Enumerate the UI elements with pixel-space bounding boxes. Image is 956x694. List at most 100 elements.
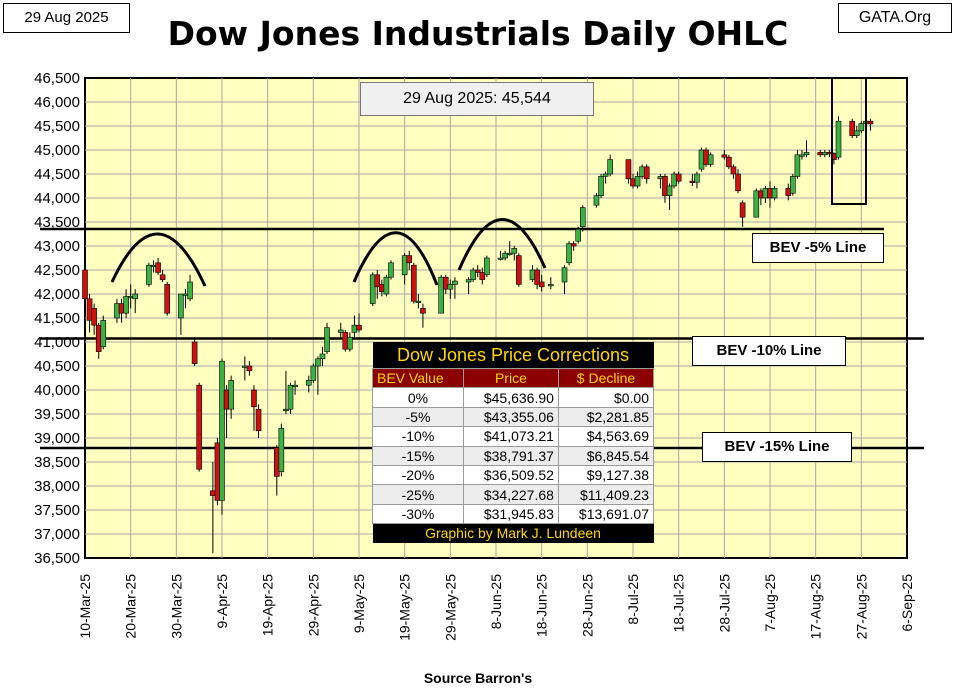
y-tick-label: 44,000	[34, 190, 80, 207]
ohlc-candle	[287, 382, 294, 414]
ohlc-candle	[547, 277, 554, 290]
ohlc-candle	[566, 241, 572, 266]
ohlc-candle	[388, 260, 394, 280]
ohlc-candle	[634, 171, 641, 189]
y-tick-label: 42,000	[34, 286, 80, 303]
ohlc-candle	[146, 262, 152, 287]
ohlc-candle	[410, 262, 417, 304]
pattern-arc	[110, 232, 207, 287]
cell-price: $31,945.83	[462, 503, 559, 525]
corrections-table: Dow Jones Price Corrections BEV Value Pr…	[372, 342, 655, 543]
x-tick-label: 9-Apr-25	[214, 574, 230, 629]
cell-price: $34,227.68	[462, 484, 559, 505]
bev-15-label: BEV -15% Line	[702, 432, 852, 462]
y-tick-label: 44,500	[34, 166, 80, 183]
ohlc-candle	[214, 438, 221, 506]
x-tick-label: 9-May-25	[351, 574, 367, 633]
cell-price: $45,636.90	[462, 387, 559, 408]
cell-decline: $9,127.38	[557, 464, 655, 486]
ohlc-candle	[497, 250, 504, 261]
ohlc-candle	[516, 253, 522, 287]
x-tick-label: 18-Jul-25	[671, 574, 687, 633]
ohlc-candle	[502, 250, 508, 261]
y-tick-label: 41,500	[34, 310, 80, 327]
x-tick-label: 19-May-25	[397, 574, 413, 641]
ohlc-candle	[803, 140, 810, 158]
y-tick-label: 43,000	[34, 238, 80, 255]
ohlc-candle	[465, 277, 472, 294]
ohlc-candle	[452, 277, 458, 299]
y-tick-label: 46,000	[34, 94, 80, 111]
ohlc-candle	[598, 174, 604, 198]
bev-10-label: BEV -10% Line	[692, 336, 846, 366]
x-tick-label: 27-Aug-25	[853, 574, 869, 640]
cell-bev: -10%	[372, 426, 464, 447]
brand-label: GATA.Org	[838, 3, 952, 33]
ohlc-candle	[790, 174, 796, 196]
x-tick-label: 8-Jun-25	[488, 574, 504, 629]
ohlc-candle	[191, 339, 198, 366]
ohlc-candle	[479, 267, 486, 285]
ohlc-candle	[278, 423, 285, 477]
ohlc-candle	[347, 332, 353, 352]
ohlc-candle	[561, 265, 568, 294]
ohlc-candle	[707, 152, 714, 167]
ohlc-candle	[155, 258, 161, 275]
cell-decline: $2,281.85	[557, 406, 655, 428]
x-tick-label: 30-Mar-25	[168, 574, 184, 639]
ohlc-candle	[593, 193, 600, 208]
cell-decline: $4,563.69	[557, 426, 655, 447]
ohlc-candle	[511, 246, 518, 261]
y-tick-label: 39,000	[34, 430, 80, 447]
ohlc-candle	[739, 200, 746, 227]
ohlc-candle	[228, 375, 234, 419]
cell-price: $43,355.06	[462, 406, 559, 428]
y-tick-label: 38,500	[34, 454, 80, 471]
ohlc-candle	[771, 186, 778, 201]
y-tick-label: 38,000	[34, 478, 80, 495]
ohlc-candle	[867, 118, 874, 131]
table-row: -15% $38,791.37 $6,845.54	[372, 445, 655, 466]
ohlc-candle	[123, 289, 129, 318]
ohlc-candle	[406, 250, 413, 270]
ohlc-candle	[374, 270, 381, 299]
ohlc-candle	[255, 404, 262, 438]
ohlc-candle	[305, 375, 312, 393]
x-tick-label: 28-Jun-25	[579, 574, 595, 637]
ohlc-candle	[310, 363, 317, 383]
cell-decline: $13,691.07	[557, 503, 655, 525]
y-tick-label: 43,500	[34, 214, 80, 231]
ohlc-candle	[639, 164, 645, 179]
ohlc-candle	[251, 385, 257, 431]
ohlc-candle	[858, 121, 865, 134]
cell-bev: -25%	[372, 484, 464, 505]
source-label: Source Barron's	[423, 670, 533, 686]
ohlc-candle	[534, 267, 540, 290]
ohlc-candle	[470, 267, 476, 282]
cell-decline: $0.00	[557, 387, 655, 408]
y-tick-label: 46,500	[34, 70, 80, 87]
x-tick-label: 17-Aug-25	[808, 574, 824, 640]
x-axis-ticks: 10-Mar-25 20-Mar-25 30-Mar-25 9-Apr-25 19-Ap…	[77, 574, 915, 641]
ohlc-candle	[159, 270, 166, 282]
last-close-label: 29 Aug 2025: 45,544	[360, 82, 594, 116]
cell-bev: -30%	[372, 503, 464, 525]
x-tick-label: 18-Jun-25	[534, 574, 550, 637]
ohlc-candle	[703, 147, 709, 167]
ohlc-candle	[356, 313, 362, 333]
ohlc-candle	[91, 303, 97, 335]
ohlc-candle	[835, 116, 842, 160]
x-tick-label: 28-Jul-25	[716, 574, 732, 633]
ohlc-candle	[671, 171, 677, 189]
ohlc-candle	[337, 322, 344, 338]
x-tick-label: 6-Sep-25	[899, 574, 915, 632]
ohlc-candle	[730, 164, 737, 179]
x-tick-label: 29-May-25	[442, 574, 458, 641]
date-label: 29 Aug 2025	[3, 3, 130, 33]
x-tick-label: 19-Apr-25	[260, 574, 276, 636]
cell-decline: $11,409.23	[557, 484, 655, 505]
ohlc-candle	[666, 183, 673, 210]
cell-price: $41,073.21	[462, 426, 559, 447]
ohlc-candle	[383, 274, 390, 297]
ohlc-candle	[753, 188, 760, 218]
